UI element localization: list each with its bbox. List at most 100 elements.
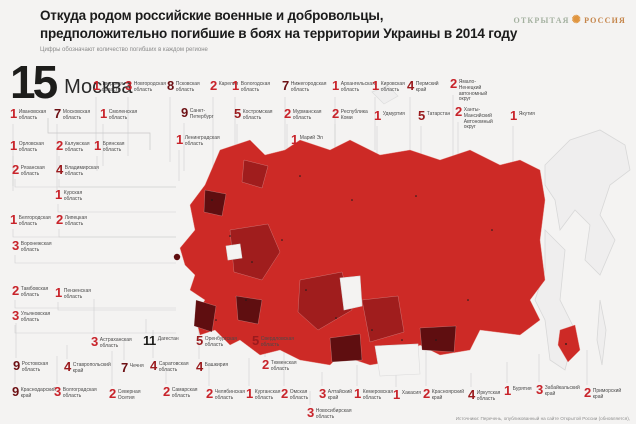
region-name: Северная Осетия: [117, 389, 141, 401]
region-count: 2: [56, 212, 63, 227]
region-label: 2 Челябинская область: [206, 386, 248, 402]
region-name: Ивановская область: [18, 109, 47, 121]
region-label: 4 Саратовская область: [150, 359, 192, 374]
region-label: 2 Калужская область: [56, 138, 98, 154]
region-label: 1 Кемеровская область: [354, 387, 396, 402]
region-name: Кировская область: [380, 81, 405, 93]
moscow-leader-line: [47, 118, 151, 150]
moscow-stat: 15 Москва: [10, 56, 132, 108]
region-name: Волгоградская область: [62, 387, 97, 399]
map-region-fareast-outline: [544, 129, 631, 276]
region-label: 1 Курская область: [55, 188, 97, 203]
region-name: Калужская область: [64, 141, 90, 153]
region-count: 2: [109, 386, 116, 401]
region-label: 9 Санкт-Петербург: [181, 106, 223, 121]
sun-icon: ✺: [571, 14, 583, 26]
region-name: Новосибирская область: [315, 408, 352, 420]
region-name: Ямало-Ненецкий автономный округ: [458, 79, 488, 103]
region-name: Мурманская область: [292, 109, 322, 121]
region-count: 5: [234, 106, 241, 121]
region-name: Курская область: [63, 190, 83, 202]
region-label: 4 Владимирская область: [56, 162, 99, 178]
moscow-count: 15: [10, 56, 58, 108]
region-label: 4 Башкирия: [196, 360, 238, 373]
region-count: 1: [232, 78, 239, 93]
region-label: 1 Архангельская область: [332, 78, 375, 94]
region-label: 1 Смоленская область: [100, 107, 142, 122]
region-label: 2 Самарская область: [163, 385, 205, 400]
region-label: 1 Кировская область: [372, 78, 414, 94]
region-count: 1: [93, 78, 100, 93]
region-name: Новгородская область: [133, 81, 166, 93]
region-count: 2: [584, 385, 591, 400]
region-count: 2: [56, 138, 63, 153]
region-label: 2 Тюменская область: [262, 358, 304, 373]
region-name: Санкт-Петербург: [189, 108, 214, 120]
region-count: 3: [12, 238, 19, 253]
region-label: 2 Липецкая область: [56, 212, 98, 228]
region-label: 5 Свердловская область: [252, 334, 294, 349]
region-label: 2 Омская область: [281, 387, 323, 402]
region-count: 7: [282, 78, 289, 93]
map-region-kaliningrad: [173, 253, 181, 261]
page-title: Откуда родом российские военные и добров…: [40, 7, 517, 42]
region-label: 2 Тамбовская область: [12, 284, 54, 299]
region-name: Брянская область: [102, 141, 125, 153]
region-count: 1: [10, 138, 17, 153]
region-name: Удмуртия: [382, 111, 405, 117]
region-label: 1 Белгородская область: [10, 213, 52, 228]
region-count: 1: [94, 138, 101, 153]
title-line-2: предположительно погибшие в боях на терр…: [40, 25, 518, 41]
region-name: Смоленская область: [108, 109, 138, 121]
region-name: Тюменская область: [270, 360, 297, 372]
region-label: 1 Якутия: [510, 109, 552, 122]
leader-line: [58, 179, 176, 188]
region-name: Оренбургская область: [204, 336, 237, 348]
region-label: 11 Дагестан: [143, 334, 191, 347]
region-name: Тверская область: [101, 81, 124, 93]
region-count: 9: [13, 358, 20, 373]
region-name: Воронежская область: [20, 241, 52, 253]
region-label: 1 Марий Эл: [291, 133, 333, 146]
logo-text-left: ОТКРЫТАЯ: [513, 16, 570, 25]
region-label: 1 Вологодская область: [232, 78, 274, 94]
region-label: 2 Северная Осетия: [109, 386, 151, 402]
region-name: Карелия: [218, 81, 239, 87]
map-gaps-nodata: [225, 243, 421, 377]
region-count: 7: [121, 360, 128, 375]
map-city-dots: [211, 175, 567, 345]
region-label: 2 Красноярский край: [423, 387, 465, 402]
region-count: 1: [372, 78, 379, 93]
region-label: 1 Ленинградская область: [176, 132, 220, 148]
region-name: Архангельская область: [340, 81, 375, 93]
region-count: 1: [55, 285, 62, 300]
region-count: 1: [332, 78, 339, 93]
region-name: Самарская область: [171, 387, 198, 399]
region-label: 3 Воронежская область: [12, 238, 54, 254]
region-count: 4: [468, 387, 475, 402]
region-name: Чечня: [129, 363, 144, 369]
region-label: 1 Удмуртия: [374, 109, 416, 122]
region-label: 1 Брянская область: [94, 138, 136, 154]
map-landmass: [179, 139, 546, 366]
region-count: 3: [54, 384, 61, 399]
region-name: Тамбовская область: [20, 286, 49, 298]
region-count: 1: [176, 132, 183, 147]
region-name: Ханты-Мансийский Автономный округ: [463, 107, 493, 131]
region-count: 2: [206, 386, 213, 401]
region-count: 2: [450, 76, 457, 91]
region-label: 7 Нижегородская область: [282, 78, 326, 94]
leader-line: [57, 302, 176, 311]
region-label: 2 Рязанская область: [12, 163, 54, 178]
region-name: Пензенская область: [63, 288, 91, 300]
region-name: Псковская область: [175, 81, 200, 93]
region-label: 3 Новгородская область: [125, 79, 167, 94]
region-name: Республика Коми: [340, 109, 368, 121]
region-name: Челябинская область: [214, 389, 246, 401]
region-count: 4: [56, 162, 63, 177]
region-name: Ставропольский край: [72, 362, 111, 374]
region-name: Рязанская область: [20, 165, 45, 177]
region-count: 8: [167, 78, 174, 93]
region-name: Бурятия: [512, 386, 532, 392]
